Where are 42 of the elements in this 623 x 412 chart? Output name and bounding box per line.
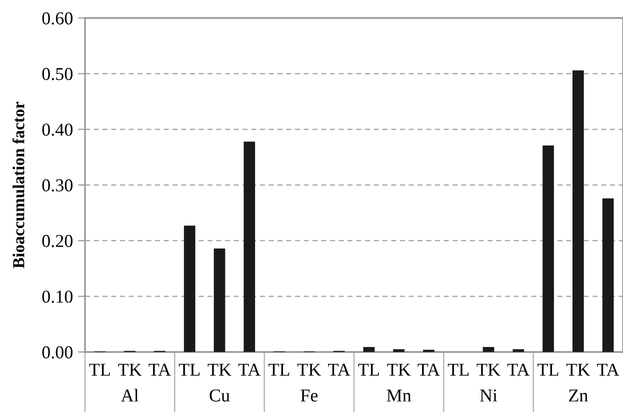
x-tick-label: TK xyxy=(208,364,232,376)
x-tick-label: TL xyxy=(268,364,290,376)
x-tick-label: TL xyxy=(448,364,469,376)
x-tick-label: TK xyxy=(566,364,590,376)
x-tick-label: TL xyxy=(178,364,200,376)
x-tick-label: TK xyxy=(118,364,142,376)
bar xyxy=(512,349,524,352)
x-tick-label: TA xyxy=(597,364,620,376)
y-tick-label: 0.50 xyxy=(42,68,73,80)
text: Al xyxy=(120,388,138,402)
text: Fe xyxy=(300,390,318,402)
x-tick-label: TL xyxy=(89,364,110,376)
x-tick-label: TK xyxy=(297,364,322,376)
y-tick-label: 0.60 xyxy=(42,12,73,25)
bar xyxy=(542,145,554,352)
y-tick-label: 0.10 xyxy=(42,290,73,303)
bar xyxy=(214,248,226,352)
x-tick-label: TA xyxy=(507,364,530,376)
x-tick-label: TA xyxy=(328,364,350,376)
text: Cu xyxy=(210,389,230,402)
bar xyxy=(244,142,256,352)
y-tick-label: 0.40 xyxy=(42,124,73,136)
bar xyxy=(393,349,405,352)
y-tick-label: 0.00 xyxy=(42,346,73,359)
bar xyxy=(482,346,494,352)
x-tick-label: TL xyxy=(358,364,379,376)
y-axis-title: Bioaccumulation factor xyxy=(12,102,24,268)
text: Mn xyxy=(386,390,412,402)
bar xyxy=(184,226,196,352)
y-tick-label: 0.30 xyxy=(42,179,73,192)
bar xyxy=(602,198,614,352)
x-tick-label: TA xyxy=(148,364,171,376)
bar xyxy=(363,346,375,352)
x-tick-label: TA xyxy=(238,364,261,376)
x-tick-label: TK xyxy=(476,364,500,376)
bar xyxy=(572,70,584,352)
text: Zn xyxy=(569,390,588,402)
x-tick-label: TA xyxy=(418,364,440,376)
x-tick-label: TK xyxy=(387,364,411,376)
y-tick-label: 0.20 xyxy=(42,234,73,248)
text: Ni xyxy=(480,389,498,402)
x-tick-label: TL xyxy=(538,364,558,376)
